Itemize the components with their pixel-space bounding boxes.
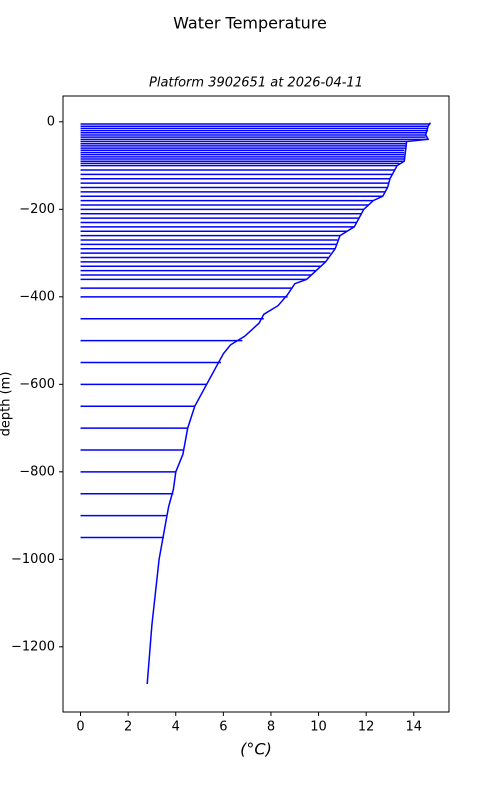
y-axis-label: depth (m)	[0, 372, 14, 437]
x-tick-label: 12	[358, 720, 375, 735]
profile-line	[146, 122, 432, 685]
y-tick-label: −1200	[11, 639, 55, 654]
chart-title: Water Temperature	[173, 14, 327, 33]
x-tick-label: 10	[310, 720, 327, 735]
y-tick-label: −800	[19, 464, 55, 479]
y-tick-label: −400	[19, 289, 55, 304]
y-tick-label: −200	[19, 202, 55, 217]
x-tick-label: 4	[172, 720, 180, 735]
y-tick-label: −600	[19, 377, 55, 392]
x-tick-label: 0	[76, 720, 84, 735]
y-tick-label: 0	[47, 114, 55, 129]
chart-subtitle: Platform 3902651 at 2026-04-11	[149, 76, 363, 91]
x-tick-label: 14	[405, 720, 422, 735]
x-tick-label: 6	[219, 720, 227, 735]
x-axis-label: (°C)	[240, 740, 272, 759]
y-tick-label: −1000	[11, 552, 55, 567]
x-tick-label: 2	[124, 720, 132, 735]
x-tick-label: 8	[267, 720, 275, 735]
plot-frame	[62, 95, 450, 713]
